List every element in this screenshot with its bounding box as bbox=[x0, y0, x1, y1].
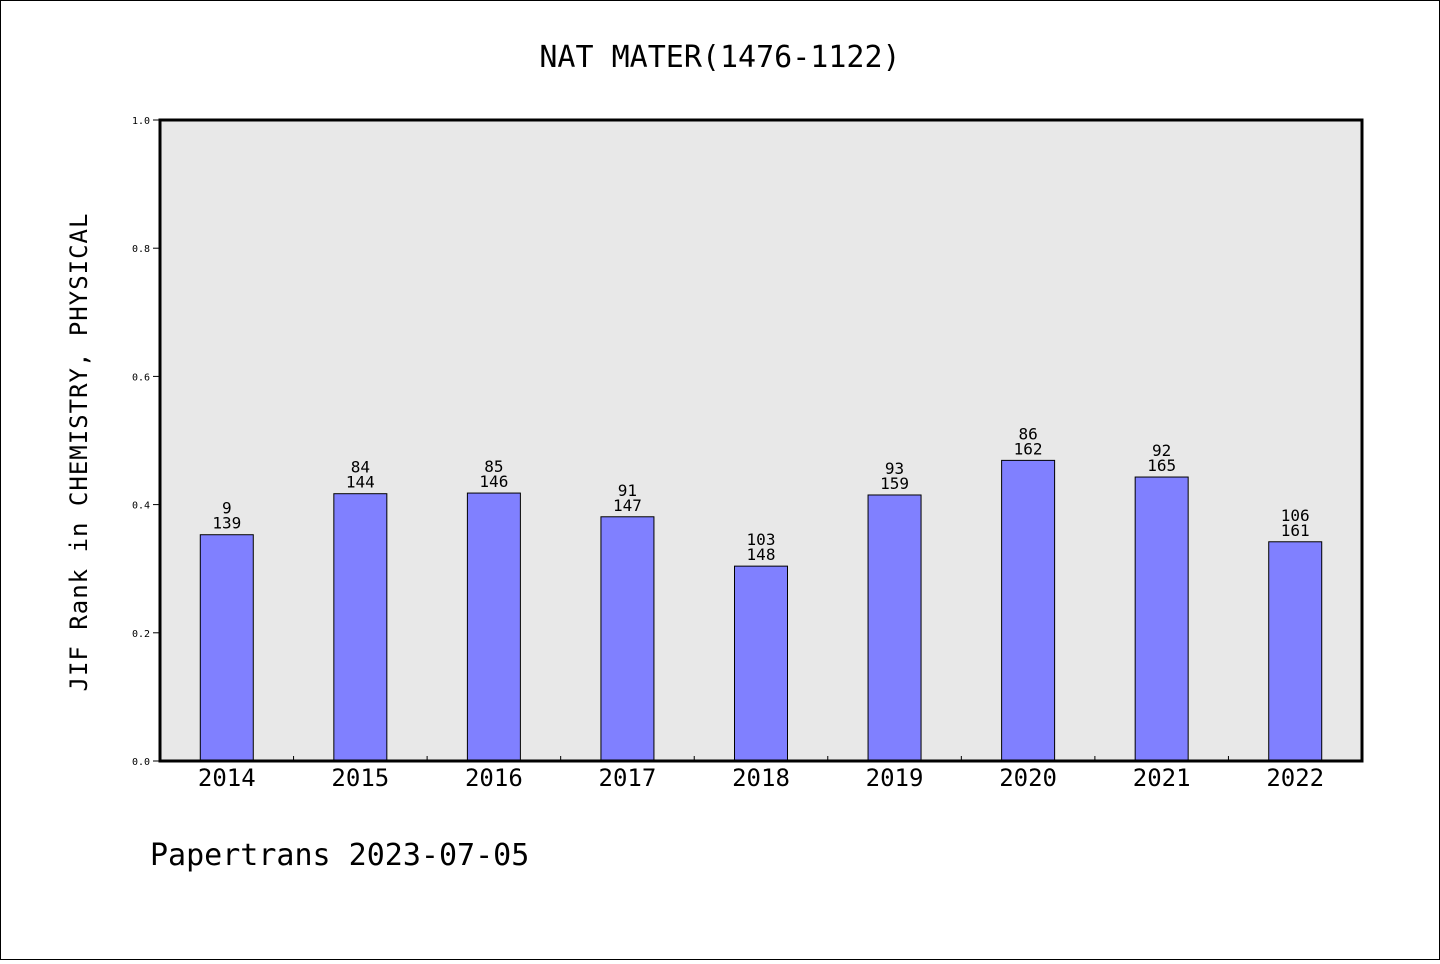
bar-total-label-2016: 146 bbox=[479, 472, 508, 491]
bar-total-label-2022: 161 bbox=[1281, 521, 1310, 540]
footer-text: Papertrans 2023-07-05 bbox=[150, 838, 529, 873]
bar-total-label-2018: 148 bbox=[747, 545, 776, 564]
y-tick-label-0.0: 0.0 bbox=[132, 757, 150, 768]
x-ticks-group: 2014 2015 2016 2017 2018 2019 2020 2021 2022 bbox=[198, 756, 1324, 792]
y-tick-label-1.0: 1.0 bbox=[132, 116, 150, 127]
bar-rank-label-2020: 86 bbox=[1018, 424, 1037, 443]
bar-2016 bbox=[466, 492, 521, 762]
bar-total-label-2021: 165 bbox=[1147, 456, 1176, 475]
bar-2020 bbox=[1001, 459, 1056, 762]
bar-2014 bbox=[199, 534, 254, 762]
x-tick-label-2017: 2017 bbox=[599, 764, 657, 792]
bar-2021 bbox=[1134, 476, 1189, 762]
bar-rank-label-2014: 9 bbox=[222, 499, 232, 518]
y-tick-label-0.8: 0.8 bbox=[132, 244, 150, 255]
bar-rank-label-2016: 85 bbox=[484, 457, 503, 476]
y-tick-label-0.6: 0.6 bbox=[132, 372, 150, 383]
y-tick-label-0.4: 0.4 bbox=[132, 501, 150, 512]
bar-2022 bbox=[1268, 541, 1323, 762]
x-tick-label-2021: 2021 bbox=[1133, 764, 1191, 792]
bar-total-label-2014: 139 bbox=[212, 514, 241, 533]
x-tick-label-2020: 2020 bbox=[999, 764, 1057, 792]
y-tick-label-0.2: 0.2 bbox=[132, 629, 150, 640]
x-tick-label-2018: 2018 bbox=[732, 764, 790, 792]
plot-border bbox=[158, 118, 1364, 763]
bar-total-label-2015: 144 bbox=[346, 473, 375, 492]
bar-rank-label-2021: 92 bbox=[1152, 441, 1171, 460]
bar-rank-label-2018: 103 bbox=[747, 530, 776, 549]
bar-total-label-2020: 162 bbox=[1014, 439, 1043, 458]
bars-group bbox=[199, 459, 1323, 762]
bar-rank-label-2017: 91 bbox=[618, 481, 637, 500]
bar-rank-label-2019: 93 bbox=[885, 459, 904, 478]
x-tick-label-2019: 2019 bbox=[866, 764, 924, 792]
bar-rank-label-2015: 84 bbox=[351, 458, 370, 477]
x-tick-label-2022: 2022 bbox=[1266, 764, 1324, 792]
bar-2019 bbox=[867, 494, 922, 762]
x-tick-label-2015: 2015 bbox=[331, 764, 389, 792]
bar-2018 bbox=[734, 565, 788, 762]
x-tick-label-2014: 2014 bbox=[198, 764, 256, 792]
bar-total-label-2019: 159 bbox=[880, 474, 909, 493]
bar-2015 bbox=[333, 493, 388, 762]
y-axis-label: JIF Rank in CHEMISTRY, PHYSICAL bbox=[65, 213, 93, 692]
bar-2017 bbox=[600, 516, 655, 762]
bar-rank-label-2022: 106 bbox=[1281, 506, 1310, 525]
bar-total-label-2017: 147 bbox=[613, 496, 642, 515]
x-tick-label-2016: 2016 bbox=[465, 764, 523, 792]
y-ticks-group: 0.0 0.2 0.4 0.6 0.8 1.0 bbox=[132, 116, 160, 768]
chart-title: NAT MATER(1476-1122) bbox=[539, 40, 900, 75]
